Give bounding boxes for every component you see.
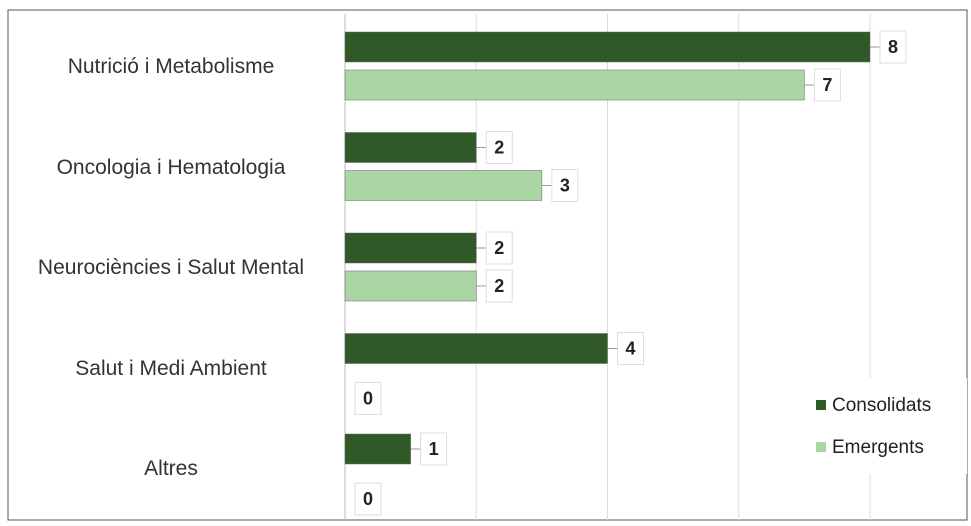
legend-label: Consolidats (832, 395, 931, 416)
label-box (354, 482, 382, 516)
label-box (617, 332, 644, 365)
value-label: 1 (429, 439, 439, 459)
category-label: Altres (144, 457, 198, 480)
legend-swatch (816, 400, 826, 410)
legend-label: Emergents (832, 437, 924, 458)
label-box (485, 269, 513, 303)
category-label: Nutrició i Metabolisme (67, 55, 275, 78)
label-box (485, 231, 513, 265)
category-label: Salut i Medi Ambient (75, 356, 267, 380)
value-label: 2 (494, 276, 504, 296)
label-box (879, 30, 907, 64)
label-box (354, 382, 382, 415)
bar (344, 31, 871, 63)
label-box (485, 131, 513, 164)
frame (7, 9, 968, 521)
category-label: Oncologia i Hematologia (56, 155, 286, 179)
legend-box (803, 378, 967, 474)
label-box (813, 68, 841, 102)
bar (344, 132, 477, 163)
value-label: 2 (494, 137, 504, 157)
bar (344, 270, 477, 302)
value-label: 0 (363, 489, 373, 509)
bar (344, 69, 805, 101)
value-label: 2 (494, 238, 504, 258)
bar (344, 232, 477, 264)
bar (344, 170, 543, 201)
category-label: Neurociències i Salut Mental (37, 256, 305, 279)
label-box (551, 169, 579, 202)
bar (344, 333, 608, 364)
value-label: 7 (822, 75, 832, 95)
value-label: 0 (363, 388, 373, 408)
legend-swatch (816, 442, 826, 452)
label-box (420, 432, 448, 466)
value-label: 4 (625, 338, 635, 358)
value-label: 3 (560, 175, 570, 195)
value-label: 8 (888, 37, 898, 57)
bar (344, 433, 411, 465)
